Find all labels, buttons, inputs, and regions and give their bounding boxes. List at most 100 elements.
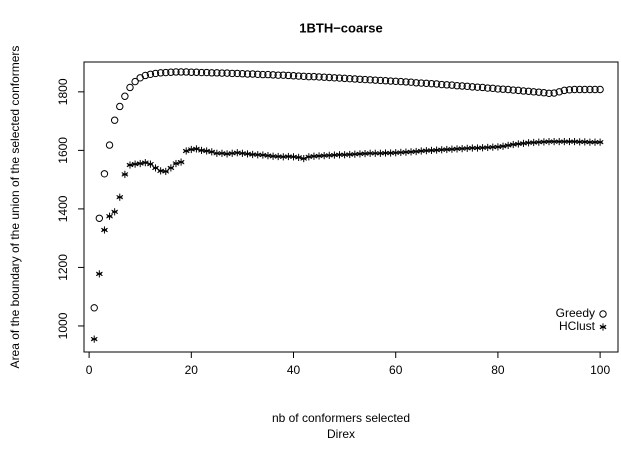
point: [300, 72, 308, 81]
point: [136, 159, 144, 168]
x-tick-label: 100: [590, 363, 610, 377]
point: [100, 170, 109, 178]
point: [473, 83, 482, 91]
point: [545, 89, 553, 98]
point: [581, 138, 589, 146]
point: [146, 70, 155, 78]
point: [596, 138, 604, 146]
point: [315, 152, 323, 160]
point: [514, 86, 523, 95]
point: [432, 80, 441, 88]
point: [376, 76, 385, 85]
point: [443, 81, 451, 89]
y-tick-label: 1600: [56, 137, 70, 164]
point: [392, 149, 400, 157]
point: [371, 149, 379, 157]
point: [279, 71, 287, 79]
point: [264, 70, 272, 79]
point: [335, 74, 344, 82]
point: [535, 138, 543, 146]
point: [382, 149, 389, 157]
point: [540, 89, 548, 97]
point: [570, 85, 579, 94]
point: [377, 149, 384, 157]
point: [596, 85, 604, 94]
point: [463, 82, 471, 90]
point: [346, 74, 354, 83]
x-tick-label: 80: [491, 363, 505, 377]
point: [254, 151, 262, 159]
point: [438, 146, 446, 154]
point: [356, 150, 364, 158]
point: [341, 151, 348, 159]
y-tick-label: 1800: [56, 78, 70, 105]
legend-marker: [599, 310, 607, 318]
point: [162, 167, 170, 176]
point: [586, 138, 594, 146]
point: [131, 160, 139, 168]
point: [387, 149, 394, 157]
point: [233, 69, 242, 78]
point: [269, 71, 277, 79]
point: [575, 85, 584, 94]
point: [126, 161, 134, 169]
point: [116, 102, 124, 111]
point: [300, 154, 308, 163]
point: [366, 149, 374, 157]
point: [162, 68, 170, 77]
point: [397, 148, 405, 157]
point: [417, 79, 425, 87]
point: [279, 153, 287, 161]
point: [433, 146, 440, 154]
point: [463, 144, 471, 152]
point: [407, 78, 415, 86]
point: [356, 75, 364, 83]
point: [560, 137, 568, 146]
point: [105, 141, 114, 149]
point: [474, 144, 481, 152]
point: [336, 151, 343, 159]
point: [202, 68, 211, 77]
point: [576, 138, 584, 146]
point: [540, 138, 548, 146]
point: [106, 212, 113, 220]
point: [187, 68, 196, 76]
point: [422, 147, 430, 155]
point: [126, 83, 134, 92]
point: [141, 71, 150, 80]
y-tick-label: 1200: [56, 254, 70, 281]
point: [397, 77, 405, 86]
point: [566, 137, 573, 146]
point: [550, 137, 558, 146]
point: [555, 137, 563, 146]
point: [509, 86, 517, 94]
point: [101, 226, 108, 234]
point: [581, 85, 589, 94]
point: [458, 145, 466, 153]
point: [208, 69, 216, 77]
point: [560, 86, 569, 95]
point: [208, 148, 216, 156]
point: [392, 77, 400, 86]
point: [239, 149, 246, 157]
point: [591, 138, 599, 146]
point: [90, 335, 98, 343]
point: [294, 72, 303, 80]
point: [351, 150, 359, 158]
point: [167, 68, 175, 76]
point: [177, 68, 185, 76]
point: [489, 143, 497, 151]
x-tick-label: 20: [185, 363, 199, 377]
point: [213, 69, 221, 77]
point: [116, 193, 124, 201]
point: [340, 74, 349, 83]
point: [468, 144, 476, 152]
point: [438, 80, 446, 89]
point: [453, 82, 461, 90]
point: [274, 152, 282, 161]
point: [458, 82, 466, 90]
point: [141, 159, 149, 167]
x-tick-label: 40: [287, 363, 301, 377]
point: [289, 72, 298, 80]
